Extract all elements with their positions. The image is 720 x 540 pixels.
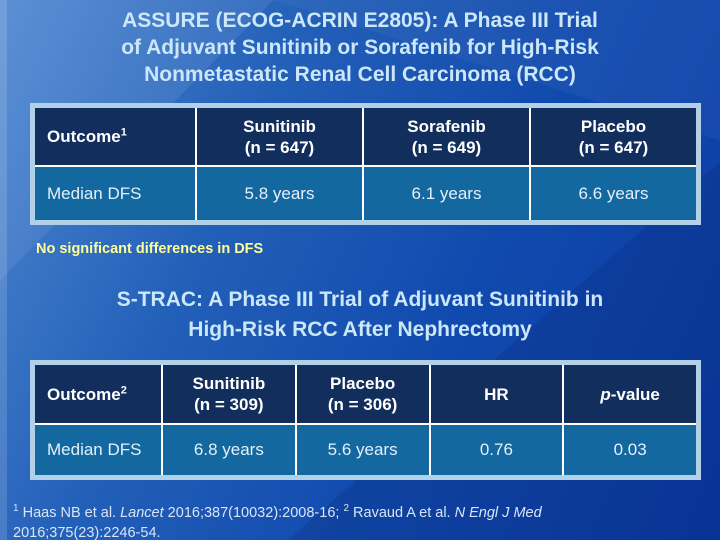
assure-row-label: Median DFS: [35, 167, 195, 220]
strac-table: Outcome2 Sunitinib (n = 309) Placebo (n …: [30, 360, 701, 480]
assure-table: Outcome1 Sunitinib (n = 647) Sorafenib (…: [30, 103, 701, 225]
strac-title-line: High-Risk RCC After Nephrectomy: [188, 318, 532, 341]
assure-header-outcome: Outcome1: [35, 108, 195, 165]
strac-header-placebo: Placebo (n = 306): [296, 365, 429, 423]
assure-title-line: ASSURE (ECOG-ACRIN E2805): A Phase III T…: [122, 9, 598, 32]
left-edge-strip: [0, 0, 7, 540]
strac-header-outcome: Outcome2: [35, 365, 161, 423]
strac-sunitinib-dfs: 6.8 years: [163, 425, 295, 475]
reference-line-2: 2016;375(23):2246-54.: [13, 524, 161, 540]
assure-sunitinib-dfs: 5.8 years: [197, 167, 362, 220]
strac-title: S-TRAC: A Phase III Trial of Adjuvant Su…: [0, 285, 720, 345]
strac-header-pvalue: p-value: [564, 365, 696, 423]
assure-header-sunitinib: Sunitinib (n = 647): [197, 108, 362, 165]
assure-title-line: of Adjuvant Sunitinib or Sorafenib for H…: [121, 36, 599, 59]
strac-header-sunitinib: Sunitinib (n = 309): [163, 365, 295, 423]
strac-header-hr: HR: [430, 365, 563, 423]
strac-placebo-dfs: 5.6 years: [296, 425, 429, 475]
strac-title-line: S-TRAC: A Phase III Trial of Adjuvant Su…: [116, 288, 604, 311]
footnote-ref-2: 2: [120, 383, 127, 396]
assure-sorafenib-dfs: 6.1 years: [364, 167, 529, 220]
no-significance-note: No significant differences in DFS: [36, 241, 264, 257]
assure-placebo-dfs: 6.6 years: [531, 167, 696, 220]
assure-title-line: Nonmetastatic Renal Cell Carcinoma (RCC): [144, 63, 576, 86]
assure-header-sorafenib: Sorafenib (n = 649): [364, 108, 529, 165]
footnote-ref-1: 1: [120, 126, 127, 139]
reference-line-1: 1 Haas NB et al. Lancet 2016;387(10032):…: [13, 503, 542, 521]
strac-row-label: Median DFS: [35, 425, 161, 475]
assure-header-placebo: Placebo (n = 647): [531, 108, 696, 165]
strac-hr-value: 0.76: [430, 425, 563, 475]
references-footnote: 1 Haas NB et al. Lancet 2016;387(10032):…: [13, 499, 653, 540]
assure-title: ASSURE (ECOG-ACRIN E2805): A Phase III T…: [0, 7, 720, 88]
strac-p-value: 0.03: [564, 425, 696, 475]
